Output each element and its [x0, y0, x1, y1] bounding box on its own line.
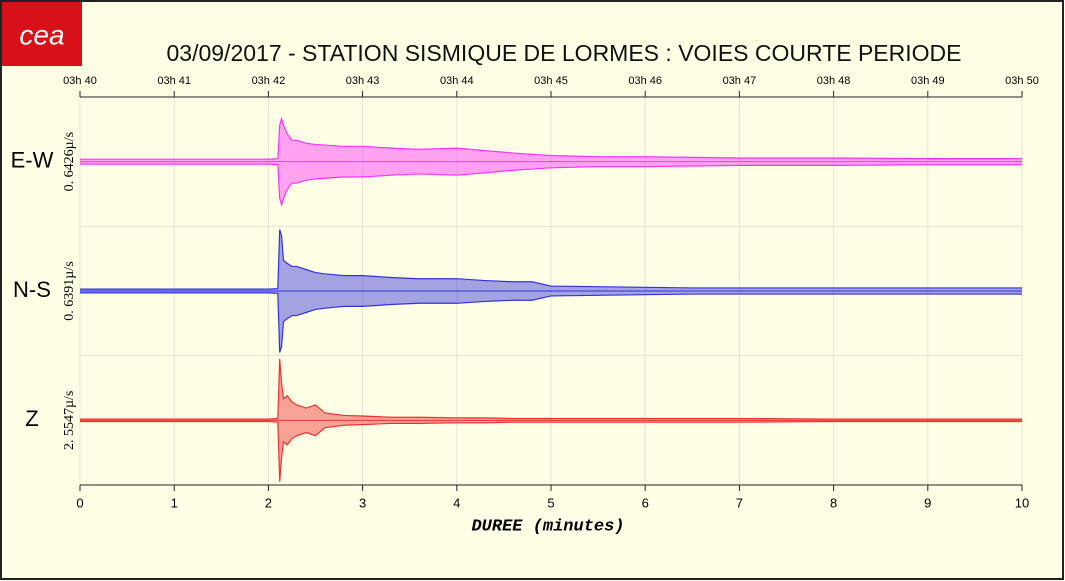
- trace-envelope: [80, 118, 1022, 205]
- x-tick-label: 8: [830, 495, 837, 510]
- trace-envelope-lower: [80, 163, 1022, 207]
- x-tick-label: 10: [1015, 495, 1029, 510]
- top-tick-label: 03h 40: [63, 75, 97, 87]
- x-tick-label: 6: [642, 495, 649, 510]
- trace-scale: 2. 5547µ/s: [62, 391, 77, 450]
- trace-name: Z: [25, 406, 38, 431]
- trace-scale: 0. 6391µ/s: [62, 261, 77, 320]
- x-tick-label: 1: [171, 495, 178, 510]
- x-tick-label: 5: [547, 495, 554, 510]
- logo-box: [2, 2, 82, 66]
- trace-envelope-upper: [80, 358, 1022, 420]
- x-tick-label: 9: [924, 495, 931, 510]
- top-tick-label: 03h 50: [1005, 75, 1039, 87]
- trace-name: E-W: [11, 147, 54, 172]
- x-axis-label: DUREE (minutes): [471, 517, 624, 536]
- trace-envelope: [80, 229, 1022, 353]
- chart-title: 03/09/2017 - STATION SISMIQUE DE LORMES …: [167, 40, 962, 66]
- top-tick-label: 03h 48: [817, 75, 851, 87]
- x-tick-label: 7: [736, 495, 743, 510]
- top-tick-label: 03h 43: [346, 75, 380, 87]
- trace-scale: 0. 6426µ/s: [62, 132, 77, 191]
- top-tick-label: 03h 41: [157, 75, 191, 87]
- top-tick-label: 03h 46: [628, 75, 662, 87]
- trace-envelope-lower: [80, 420, 1022, 482]
- logo: cea: [19, 19, 64, 50]
- top-tick-label: 03h 47: [723, 75, 757, 87]
- x-tick-label: 4: [453, 495, 460, 510]
- top-tick-label: 03h 44: [440, 75, 474, 87]
- trace-envelope-upper: [80, 116, 1022, 160]
- top-tick-label: 03h 42: [252, 75, 286, 87]
- top-tick-label: 03h 49: [911, 75, 945, 87]
- top-tick-label: 03h 45: [534, 75, 568, 87]
- trace-envelope: [80, 358, 1022, 482]
- x-tick-label: 0: [76, 495, 83, 510]
- trace-name: N-S: [13, 277, 51, 302]
- trace-envelope-lower: [80, 292, 1022, 353]
- trace-envelope-upper: [80, 229, 1022, 290]
- x-tick-label: 3: [359, 495, 366, 510]
- x-tick-label: 2: [265, 495, 272, 510]
